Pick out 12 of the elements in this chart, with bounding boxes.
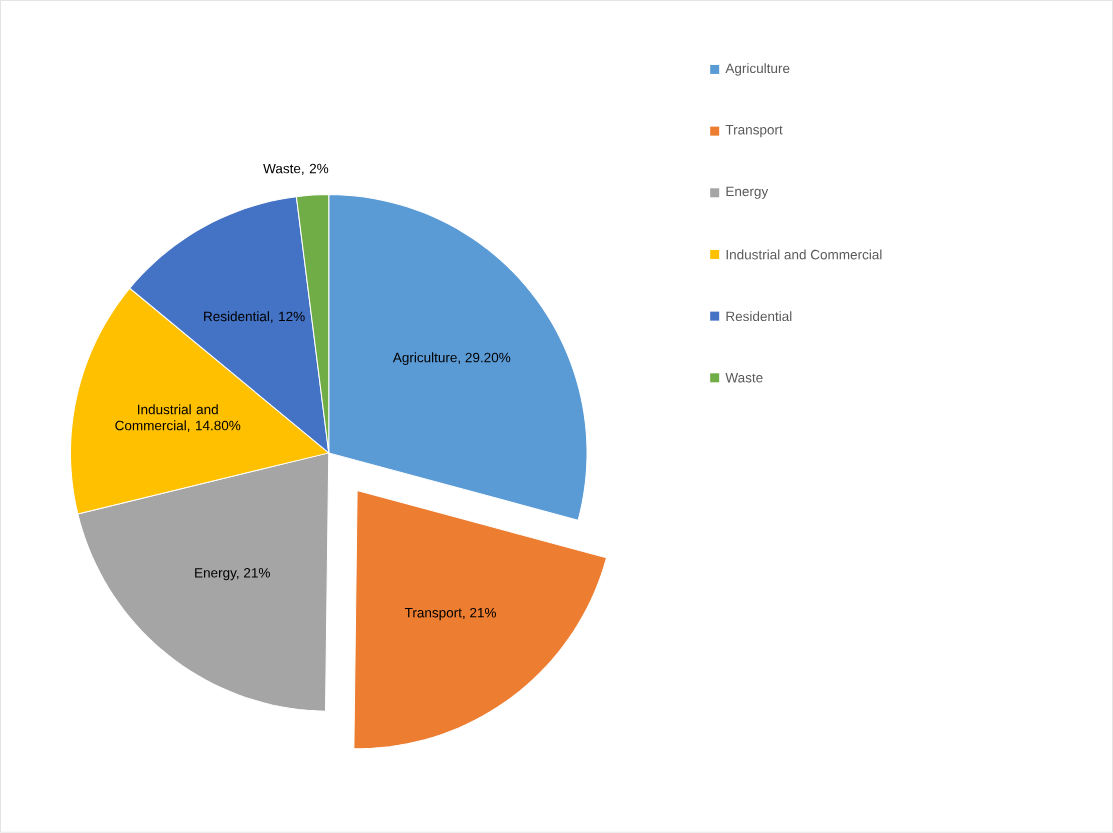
data-label: Agriculture, 29.20% <box>392 352 511 366</box>
legend-label: Energy <box>726 186 769 199</box>
legend-label: Waste <box>725 373 763 383</box>
legend-label: Agriculture <box>725 63 790 76</box>
data-label: Residential, 12% <box>204 311 305 324</box>
data-label: Transport, 21% <box>404 608 496 621</box>
legend-label: Industrial and Commercial <box>726 249 882 260</box>
data-label: Industrial and Commercial, 14.80% <box>115 404 241 433</box>
data-label: Energy, 21% <box>195 568 270 581</box>
legend-label: Residential <box>726 311 792 322</box>
data-label: Waste, 2% <box>263 163 329 176</box>
legend-label: Transport <box>725 125 783 138</box>
